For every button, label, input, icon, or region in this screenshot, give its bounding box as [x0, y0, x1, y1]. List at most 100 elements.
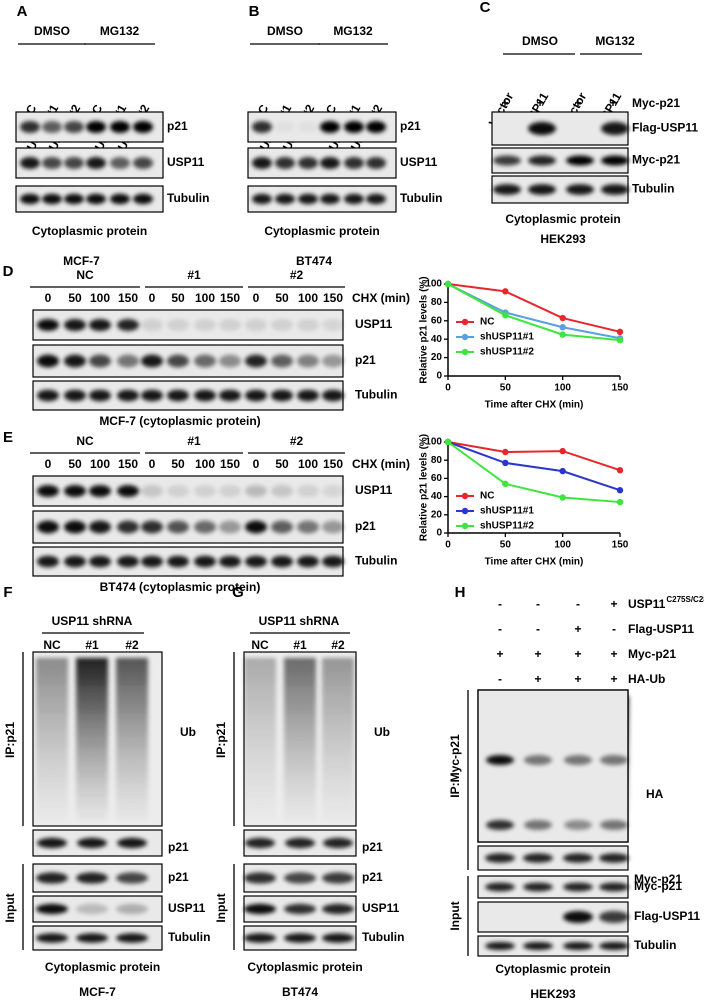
time-label: 50: [275, 291, 289, 305]
band: [89, 520, 111, 534]
legend-marker: [461, 522, 469, 530]
band: [76, 933, 108, 943]
smear: [244, 658, 276, 820]
band: [600, 755, 628, 765]
sign: -: [536, 597, 540, 611]
band: [37, 389, 59, 402]
sign: -: [536, 622, 540, 636]
band: [320, 193, 340, 205]
time-label: 0: [149, 291, 156, 305]
band: [117, 319, 139, 331]
point: [616, 467, 624, 474]
band: [485, 853, 515, 863]
band: [133, 157, 153, 169]
blot-label: Flag-USP11: [634, 909, 700, 923]
row-label: HA-Ub: [628, 672, 665, 686]
band: [117, 389, 139, 402]
band: [284, 933, 316, 943]
legend-marker: [461, 492, 469, 500]
band: [564, 755, 592, 765]
band: [219, 389, 241, 402]
band: [524, 755, 552, 765]
lane-label: #2: [331, 638, 345, 652]
caption: Cytoplasmic protein: [45, 960, 160, 974]
y-axis-label: Relative p21 levels (%): [419, 434, 430, 541]
band: [322, 520, 344, 534]
band: [601, 121, 629, 136]
band: [110, 157, 130, 169]
time-label: 0: [253, 457, 260, 471]
band: [245, 555, 267, 568]
band: [110, 121, 130, 133]
y-tick-label: 100: [425, 437, 442, 448]
blot-label: USP11: [355, 317, 393, 331]
band: [110, 193, 130, 205]
sign: +: [610, 597, 617, 611]
legend-marker: [461, 348, 469, 356]
band: [141, 485, 163, 497]
group-label: NC: [76, 268, 94, 282]
band: [141, 555, 163, 568]
time-label: 150: [323, 457, 343, 471]
lane-label: NC: [43, 638, 61, 652]
x-tick-label: 50: [500, 540, 512, 551]
blot-label: USP11: [168, 901, 206, 915]
band: [599, 942, 629, 950]
band: [601, 155, 629, 166]
blot-label: p21: [355, 353, 376, 367]
group-label: #2: [290, 268, 304, 282]
band: [89, 389, 111, 402]
cell-line: BT474: [282, 985, 318, 999]
band: [366, 121, 386, 133]
band: [86, 193, 106, 205]
band: [297, 485, 319, 497]
blot-label: Tubulin: [355, 554, 397, 568]
ip-label: IP:Myc-p21: [448, 734, 462, 798]
band: [245, 837, 275, 849]
blot-label: Tubulin: [400, 191, 442, 205]
point: [444, 438, 452, 446]
band: [523, 882, 553, 892]
group-label: NC: [76, 434, 94, 448]
row-label: Myc-p21: [628, 647, 676, 661]
blot-label: p21: [168, 870, 189, 884]
band: [245, 319, 267, 331]
sign: +: [609, 96, 616, 110]
blot-label: USP11: [167, 155, 205, 169]
x-axis-label: Time after CHX (min): [485, 557, 584, 568]
legend-label: NC: [480, 491, 494, 502]
band: [322, 389, 344, 402]
blot-label: Tubulin: [632, 182, 674, 196]
band: [141, 389, 163, 402]
sign: +: [574, 672, 581, 686]
ip-label: IP:p21: [214, 722, 228, 758]
band: [194, 520, 216, 534]
band: [322, 485, 344, 497]
band: [344, 193, 364, 205]
input-label: Input: [214, 893, 228, 922]
band: [36, 933, 68, 943]
y-tick-label: 20: [431, 509, 443, 520]
smear: [116, 658, 148, 820]
point: [559, 314, 566, 322]
blot-label: HA: [646, 787, 664, 801]
band: [523, 853, 553, 863]
caption: MCF-7 (cytoplasmic protein): [99, 414, 260, 428]
x-axis-label: Time after CHX (min): [485, 400, 584, 411]
blot-label: Tubulin: [355, 388, 397, 402]
band: [245, 354, 267, 368]
blot-label: Myc-p21: [634, 872, 682, 886]
blot-label: Tubulin: [167, 191, 209, 205]
band: [322, 903, 354, 915]
time-label: 50: [68, 457, 82, 471]
lane-label: #1: [293, 638, 307, 652]
band: [76, 903, 108, 915]
band: [284, 872, 316, 884]
smear: [76, 658, 108, 820]
blot-label: Tubulin: [168, 930, 210, 944]
point: [559, 494, 566, 501]
lane-label: #2: [125, 638, 139, 652]
cell-line: BT474: [296, 254, 332, 268]
band: [64, 193, 84, 205]
sign: -: [498, 597, 502, 611]
